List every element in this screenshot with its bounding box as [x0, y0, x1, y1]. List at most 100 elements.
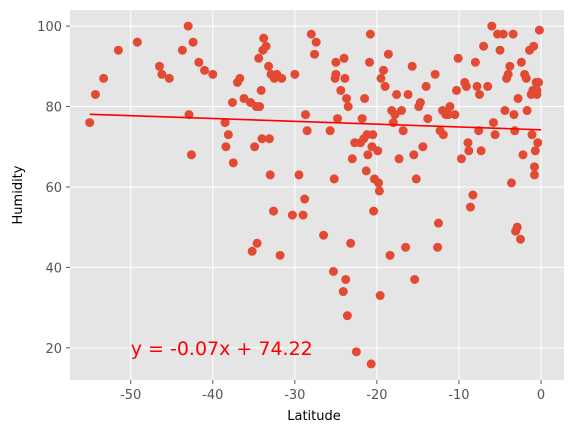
data-point [443, 110, 453, 120]
y-tick-label: 20 [45, 342, 62, 357]
x-tick-label: -10 [448, 388, 469, 403]
data-point [235, 73, 245, 83]
data-point [410, 274, 420, 284]
data-point [474, 89, 484, 99]
data-point [208, 69, 218, 79]
data-point [228, 158, 238, 168]
data-point [465, 202, 475, 212]
data-point [177, 45, 187, 55]
data-point [503, 69, 513, 79]
data-point [533, 138, 543, 148]
data-point [157, 69, 167, 79]
data-point [490, 130, 500, 140]
data-point [90, 89, 100, 99]
data-point [479, 41, 489, 51]
data-point [310, 49, 320, 59]
data-point [375, 291, 385, 301]
x-tick-label: -30 [284, 388, 305, 403]
data-point [516, 234, 526, 244]
data-point [505, 61, 515, 71]
data-point [223, 130, 233, 140]
data-point [512, 222, 522, 232]
data-point [522, 106, 532, 116]
data-point [227, 98, 237, 107]
data-point [247, 246, 257, 256]
data-point [275, 250, 285, 260]
data-point [476, 146, 486, 156]
data-point [113, 45, 123, 55]
data-point [409, 150, 419, 160]
y-tick-label: 60 [45, 181, 62, 196]
data-point [388, 118, 398, 128]
data-point [346, 238, 356, 248]
data-point [256, 85, 266, 95]
regression-line [89, 113, 542, 131]
data-point [528, 85, 538, 95]
data-point [342, 93, 352, 103]
x-tick-label: 0 [537, 388, 545, 403]
data-point [527, 130, 537, 140]
data-point [333, 114, 343, 124]
data-point [365, 57, 375, 67]
data-point [301, 110, 311, 120]
data-point [397, 106, 407, 116]
data-point [407, 61, 417, 71]
data-point [351, 347, 361, 357]
data-point [438, 130, 448, 140]
data-point [341, 274, 351, 284]
data-point [510, 126, 520, 136]
data-point [336, 85, 346, 95]
data-point [342, 311, 352, 321]
data-point [252, 238, 262, 248]
y-tick-label: 80 [45, 101, 62, 116]
data-point [488, 118, 498, 128]
data-point [306, 29, 316, 39]
data-point [294, 170, 304, 180]
data-point [328, 266, 338, 276]
data-point [513, 93, 523, 103]
data-point [194, 57, 204, 67]
data-point [534, 25, 544, 35]
data-point [529, 41, 539, 51]
data-points [85, 21, 544, 369]
data-point [398, 126, 408, 136]
data-point [468, 190, 478, 200]
data-point [401, 242, 411, 252]
data-point [461, 81, 471, 91]
data-point [516, 57, 526, 67]
data-point [374, 186, 384, 196]
data-point [338, 287, 348, 297]
data-point [415, 98, 425, 107]
data-point [343, 102, 353, 112]
data-point [183, 21, 193, 31]
data-point [329, 174, 339, 184]
data-point [453, 53, 463, 63]
data-point [298, 210, 308, 220]
data-point [265, 170, 275, 180]
x-tick-label: -20 [366, 388, 387, 403]
data-point [373, 146, 383, 156]
data-point [529, 162, 539, 172]
data-point [376, 73, 386, 83]
data-point [509, 110, 519, 120]
data-point [521, 73, 531, 83]
data-point [186, 150, 196, 160]
data-point [319, 230, 329, 240]
data-point [366, 359, 376, 369]
data-point [500, 106, 510, 116]
data-point [470, 57, 480, 67]
data-point [529, 170, 539, 180]
data-point [221, 142, 231, 152]
x-tick-label: -40 [202, 388, 223, 403]
data-point [239, 93, 249, 103]
data-point [463, 138, 473, 148]
y-tick-label: 40 [45, 261, 62, 276]
data-point [368, 130, 378, 140]
data-point [418, 142, 428, 152]
data-point [374, 178, 384, 188]
y-axis-label: Humidity [11, 165, 26, 224]
data-point [433, 218, 443, 228]
data-point [464, 146, 474, 156]
x-axis-label: Latitude [287, 409, 341, 424]
